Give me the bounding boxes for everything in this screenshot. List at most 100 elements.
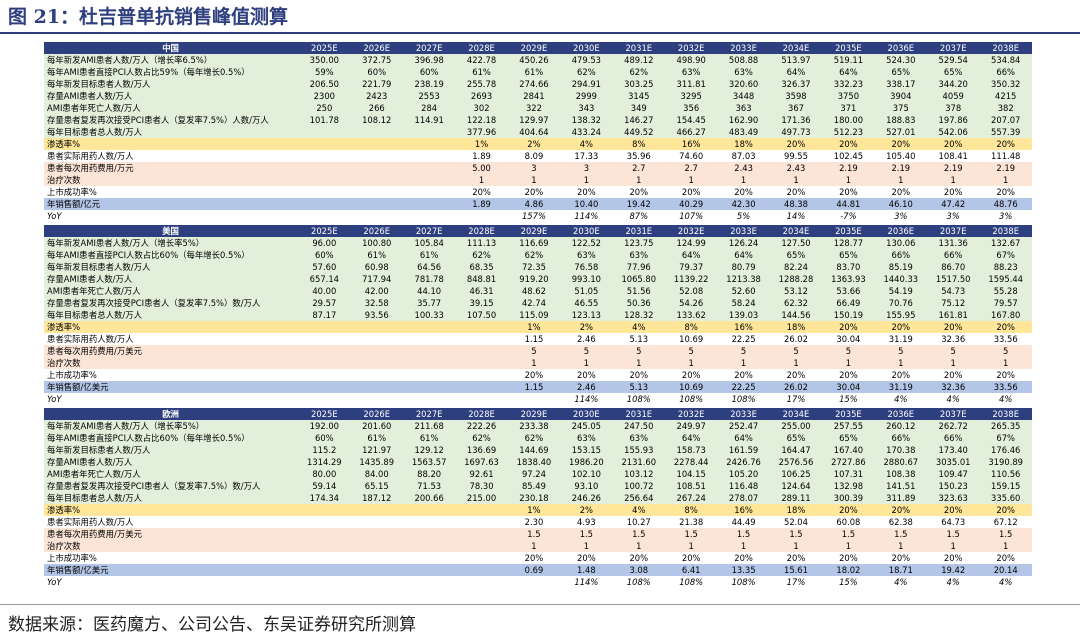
- table-cell: 187.12: [350, 492, 403, 504]
- year-header: 2038E: [979, 408, 1032, 420]
- table-cell: 105.84: [402, 237, 456, 249]
- table-cell: 18%: [717, 138, 770, 150]
- table-cell: 1: [769, 357, 823, 369]
- table-cell: 1363.93: [822, 273, 875, 285]
- table-cell: 88.20: [402, 468, 456, 480]
- year-header: 2034E: [769, 42, 823, 54]
- row-label: 患者每次用药费用/万美元: [44, 528, 299, 540]
- table-cell: 188.83: [874, 114, 927, 126]
- table-cell: [455, 540, 508, 552]
- table-row: 年销售额/亿美元 1.15 2.46 5.13 10.69 22.25 26.02 30.04…: [44, 381, 1032, 393]
- peak-sales-table: 中国 2025E 2026E 2027E 2028E 2029E 2030E 2031E 203…: [44, 42, 1032, 588]
- table-cell: 4%: [612, 321, 665, 333]
- row-label: 患者实际用药人数/万人: [44, 150, 299, 162]
- table-cell: [455, 528, 508, 540]
- table-cell: 262.72: [927, 420, 980, 432]
- table-cell: 466.27: [664, 126, 718, 138]
- table-cell: 67%: [979, 249, 1032, 261]
- table-cell: 35.77: [402, 297, 456, 309]
- table-cell: 20%: [612, 186, 665, 198]
- table-cell: 2727.86: [822, 456, 875, 468]
- table-cell: 519.11: [822, 54, 875, 66]
- table-cell: 20%: [874, 504, 927, 516]
- table-row: 上市成功率% 20% 20% 20% 20% 20% 20% 20% 20% 20% 20% 20%: [44, 186, 1032, 198]
- table-cell: 2.19: [979, 162, 1032, 174]
- table-cell: [402, 576, 456, 588]
- table-cell: 124.99: [664, 237, 718, 249]
- table-cell: 46.10: [874, 198, 927, 210]
- table-cell: 524.30: [874, 54, 927, 66]
- year-header: 2032E: [664, 408, 718, 420]
- table-cell: 396.98: [402, 54, 456, 66]
- year-header: 2025E: [298, 408, 351, 420]
- table-cell: 173.40: [927, 444, 980, 456]
- table-cell: 1: [874, 174, 927, 186]
- row-label: 每年新发目标患者人数/万人: [44, 78, 299, 90]
- year-header: 2029E: [507, 408, 561, 420]
- table-cell: [350, 540, 403, 552]
- table-cell: 1288.28: [769, 273, 823, 285]
- table-cell: [402, 186, 456, 198]
- table-cell: 61%: [507, 66, 561, 78]
- table-cell: 67.12: [979, 516, 1032, 528]
- table-cell: 378: [927, 102, 980, 114]
- table-cell: 108%: [612, 393, 665, 405]
- row-label: 治疗次数: [44, 540, 299, 552]
- table-row: 治疗次数 1 1 1 1 1 1 1 1 1 1: [44, 540, 1032, 552]
- table-cell: 72.35: [507, 261, 561, 273]
- table-cell: 1.15: [507, 333, 561, 345]
- table-cell: 1.5: [717, 528, 770, 540]
- year-header: 2026E: [350, 42, 403, 54]
- table-cell: 2.7: [664, 162, 718, 174]
- table-cell: 1: [717, 357, 770, 369]
- table-cell: [350, 369, 403, 381]
- table-cell: 2.43: [717, 162, 770, 174]
- table-cell: 250: [298, 102, 351, 114]
- table-cell: 344.20: [927, 78, 980, 90]
- table-cell: [350, 357, 403, 369]
- table-row: 存量患者复发再次接受PCI患者人（复发率7.5%）人数/万人 101.78 108.…: [44, 114, 1032, 126]
- table-cell: 0.69: [507, 564, 561, 576]
- table-cell: [402, 126, 456, 138]
- year-header: 2027E: [402, 408, 456, 420]
- table-row: 存量患者复发再次接受PCI患者人（复发率7.5%）数/万人 59.14 65.15 7…: [44, 480, 1032, 492]
- table-cell: 1.5: [979, 528, 1032, 540]
- table-cell: 20%: [769, 369, 823, 381]
- table-cell: 4.93: [560, 516, 613, 528]
- table-cell: 20%: [717, 186, 770, 198]
- row-label: YoY: [44, 393, 299, 405]
- table-cell: 20%: [822, 369, 875, 381]
- table-cell: 108%: [717, 576, 770, 588]
- table-cell: 109.47: [927, 468, 980, 480]
- table-cell: 1213.38: [717, 273, 770, 285]
- table-cell: 116.48: [717, 480, 770, 492]
- table-cell: 16%: [717, 504, 770, 516]
- table-cell: 128.77: [822, 237, 875, 249]
- row-label: 每年目标患者总人数/万人: [44, 492, 299, 504]
- row-label: 患者每次用药费用/万美元: [44, 345, 299, 357]
- table-cell: [402, 540, 456, 552]
- table-cell: 123.75: [612, 237, 665, 249]
- table-cell: 1%: [455, 138, 508, 150]
- table-cell: 20%: [979, 321, 1032, 333]
- table-cell: 197.86: [927, 114, 980, 126]
- table-cell: 80.00: [298, 468, 351, 480]
- table-cell: 5: [769, 345, 823, 357]
- table-cell: 1: [560, 540, 613, 552]
- table-cell: [298, 564, 351, 576]
- table-cell: 5: [979, 345, 1032, 357]
- table-cell: 108.38: [874, 468, 927, 480]
- table-cell: 1.5: [874, 528, 927, 540]
- table-cell: 246.26: [560, 492, 613, 504]
- table-cell: 100.33: [402, 309, 456, 321]
- table-cell: 108%: [664, 393, 718, 405]
- table-row: 治疗次数 1 1 1 1 1 1 1 1 1 1: [44, 357, 1032, 369]
- table-cell: 96.00: [298, 237, 351, 249]
- table-cell: 4%: [979, 393, 1032, 405]
- table-cell: 335.60: [979, 492, 1032, 504]
- table-cell: 16%: [664, 138, 718, 150]
- table-cell: 4%: [979, 576, 1032, 588]
- table-cell: 54.73: [927, 285, 980, 297]
- table-cell: [298, 528, 351, 540]
- table-row: 年销售额/亿美元 0.69 1.48 3.08 6.41 13.35 15.61 18.02 1…: [44, 564, 1032, 576]
